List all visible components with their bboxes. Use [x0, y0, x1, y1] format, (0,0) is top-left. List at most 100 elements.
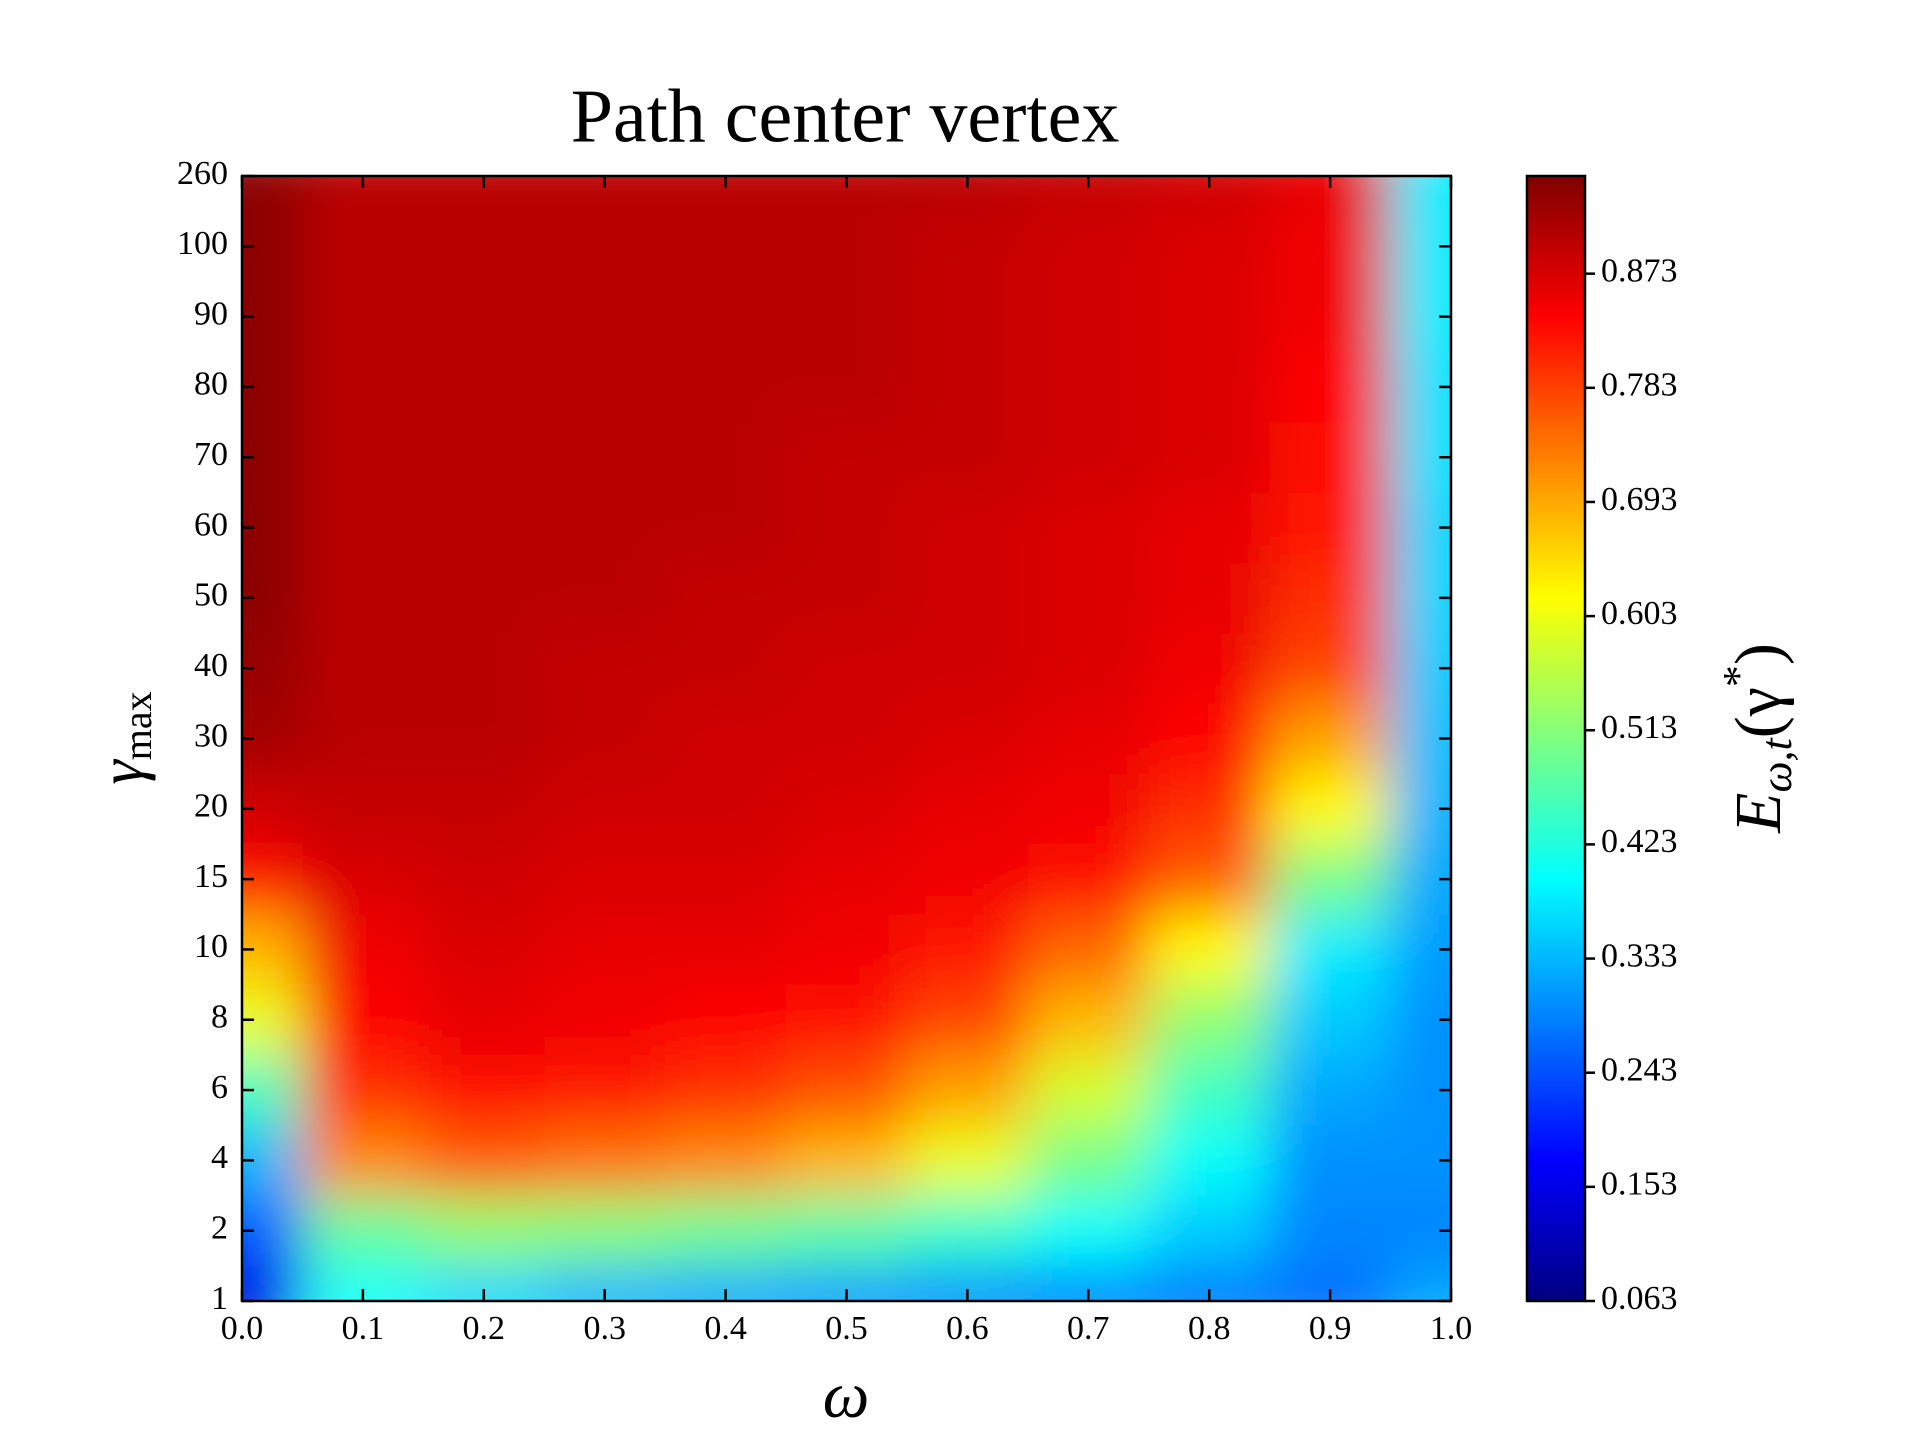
- heat-cell: [544, 422, 666, 493]
- y-tick-label: 50: [194, 577, 228, 614]
- colorbar-tick-label: 0.333: [1601, 937, 1678, 974]
- heat-cell: [302, 1054, 424, 1126]
- heat-cell: [906, 1125, 1029, 1197]
- y-tick-label: 30: [194, 717, 228, 754]
- heat-cell: [1269, 1195, 1392, 1267]
- colorbar-tick-label: 0.783: [1601, 367, 1678, 404]
- y-tick-label: 90: [194, 295, 228, 332]
- heat-cell: [423, 1054, 545, 1126]
- heat-cell: [786, 492, 908, 564]
- heat-cell: [1027, 1125, 1150, 1197]
- heat-cell: [1148, 1125, 1271, 1197]
- heat-cell: [423, 984, 545, 1056]
- x-tick-label: 0.6: [946, 1310, 989, 1347]
- x-tick-label: 0.8: [1188, 1310, 1231, 1347]
- chart-title: Path center vertex: [571, 74, 1120, 158]
- heat-cell: [1027, 351, 1150, 423]
- colorbar-label-symbol: E: [1722, 793, 1795, 834]
- heat-cell: [665, 984, 787, 1056]
- heat-cell: [1269, 422, 1392, 493]
- heat-cell: [1148, 1054, 1271, 1126]
- y-axis-label-symbol: γ: [88, 759, 156, 785]
- heat-cell: [665, 1195, 787, 1267]
- heat-cell: [665, 562, 787, 634]
- y-tick-label: 15: [194, 858, 228, 895]
- heat-cell: [1027, 211, 1150, 282]
- heat-cell: [786, 914, 908, 986]
- heat-cell: [1148, 984, 1271, 1056]
- colorbar-tick-label: 0.693: [1601, 481, 1678, 518]
- y-tick-label: 20: [194, 788, 228, 825]
- heat-cell: [302, 843, 424, 915]
- heat-cell: [1269, 281, 1392, 353]
- x-tick-label: 0.5: [825, 1310, 868, 1347]
- heat-cell: [1269, 633, 1392, 704]
- x-tick-label: 0.9: [1309, 1310, 1352, 1347]
- colorbar-tick-label: 0.063: [1601, 1280, 1678, 1317]
- heat-cell: [906, 562, 1029, 634]
- colorbar-tick-label: 0.243: [1601, 1051, 1678, 1088]
- heat-cell: [906, 211, 1029, 282]
- heat-cell: [242, 176, 303, 212]
- heat-cell: [1027, 281, 1150, 353]
- heat-cell: [423, 1195, 545, 1267]
- heat-cell: [665, 843, 787, 915]
- x-tick-label: 0.1: [342, 1310, 385, 1347]
- heat-cell: [906, 351, 1029, 423]
- y-tick-label: 8: [211, 999, 228, 1036]
- colorbar-label-close: ): [1722, 643, 1795, 665]
- colorbar-tick-label: 0.513: [1601, 709, 1678, 746]
- heat-cell: [544, 1195, 666, 1267]
- heat-cell: [1269, 914, 1392, 986]
- heat-cell: [786, 633, 908, 704]
- heat-cell: [786, 422, 908, 493]
- heat-cell: [786, 773, 908, 845]
- y-tick-label: 70: [194, 436, 228, 473]
- y-tick-label: 1: [211, 1280, 228, 1317]
- colorbar-tick-label: 0.153: [1601, 1166, 1678, 1203]
- y-tick-label: 100: [177, 225, 228, 262]
- heat-cell: [423, 422, 545, 493]
- heat-cell: [1148, 1195, 1271, 1267]
- heat-cell: [665, 1125, 787, 1197]
- colorbar-label: Eω,t(γ*): [1714, 643, 1801, 834]
- heat-cell: [302, 773, 424, 845]
- heat-cell: [906, 773, 1029, 845]
- heat-cell: [665, 211, 787, 282]
- x-tick-label: 0.0: [221, 1310, 264, 1347]
- heat-cell: [1148, 211, 1271, 282]
- colorbar-label-superscript: *: [1714, 665, 1763, 687]
- heat-cell: [544, 773, 666, 845]
- heat-cell: [786, 1054, 908, 1126]
- heat-cell: [1148, 351, 1271, 423]
- heat-cell: [1148, 914, 1271, 986]
- heat-cell: [1269, 211, 1392, 282]
- heat-cell: [302, 914, 424, 986]
- heat-cell: [302, 492, 424, 564]
- heat-cell: [1027, 703, 1150, 775]
- heat-cell: [906, 1195, 1029, 1267]
- heat-cell: [1148, 703, 1271, 775]
- heat-cell: [423, 633, 545, 704]
- heat-cell: [544, 984, 666, 1056]
- heat-cell: [906, 703, 1029, 775]
- y-tick-label: 10: [194, 928, 228, 965]
- heat-cell: [1269, 492, 1392, 564]
- heat-cell: [1148, 281, 1271, 353]
- heat-cell: [1027, 633, 1150, 704]
- heat-cell: [242, 1265, 303, 1301]
- heat-cell: [302, 703, 424, 775]
- heat-cell: [1269, 703, 1392, 775]
- heat-cell: [1269, 351, 1392, 423]
- axes: 0.0 0.1 0.2 0.3 0.4 0.5 0.6 0.7 0.8 0.9 1.0 1 2 4 6 8 10…: [177, 155, 1678, 1347]
- heat-cell: [1148, 633, 1271, 704]
- heat-cell: [302, 633, 424, 704]
- heat-cell: [665, 1054, 787, 1126]
- heat-cell: [423, 1125, 545, 1197]
- heat-cell: [302, 1195, 424, 1267]
- heat-cell: [665, 633, 787, 704]
- heat-cell: [544, 351, 666, 423]
- y-axis-label: γmax: [88, 691, 160, 784]
- heat-cell: [302, 1125, 424, 1197]
- colorbar: [1525, 174, 1587, 1303]
